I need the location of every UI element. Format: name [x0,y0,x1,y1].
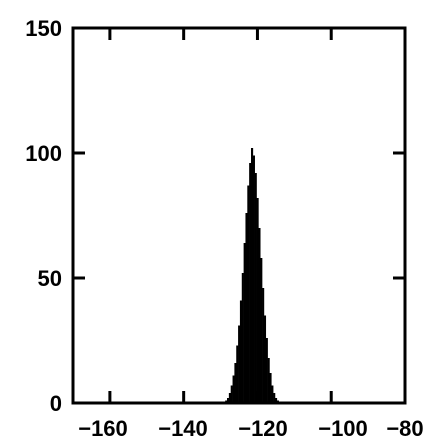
histogram-bar [245,213,248,403]
histogram-bar [256,198,259,403]
histogram-bar [234,363,237,403]
histogram-bars [225,148,279,403]
histogram-bar [241,273,244,403]
histogram-bar [239,300,243,403]
histogram-bar [227,398,230,403]
plot-frame [71,26,407,405]
histogram-bar [232,375,235,403]
histogram-bar [250,148,254,403]
histogram-bar [247,185,250,403]
histogram-bar [228,393,231,403]
histogram-bar [258,228,261,403]
histogram-bar [271,385,274,403]
histogram-bar [236,345,239,403]
histogram-bar [265,338,268,403]
histogram-bar [243,243,246,403]
histogram-bar [273,393,276,403]
histogram-bar [254,173,257,403]
x-tick-label-0: −160 [78,416,128,441]
axis-ticks [73,26,407,405]
x-tick-label-2: −120 [238,416,288,441]
histogram-bar [230,385,233,403]
histogram-bar [269,373,272,403]
y-tick-label-0: 0 [50,391,62,416]
x-tick-label-3: −100 [318,416,368,441]
x-tick-label-1: −140 [158,416,208,441]
histogram-bar [238,325,241,403]
histogram-bar [260,258,263,403]
histogram-bar [262,288,265,403]
y-tick-label-3: 150 [25,16,62,41]
x-tick-label-4: −80 [386,416,423,441]
histogram-bar [263,315,267,403]
histogram-bar [249,163,252,403]
histogram-bar [267,358,270,403]
histogram-bar [274,398,278,403]
y-tick-label-2: 100 [25,141,62,166]
histogram-bar [252,155,255,403]
y-tick-label-1: 50 [38,266,62,291]
